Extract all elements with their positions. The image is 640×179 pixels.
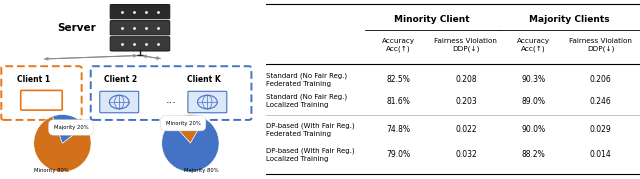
Text: 0.014: 0.014 — [590, 150, 612, 159]
Text: 89.0%: 89.0% — [522, 97, 545, 106]
Text: 0.032: 0.032 — [455, 150, 477, 159]
FancyBboxPatch shape — [1, 66, 82, 120]
Text: 0.246: 0.246 — [590, 97, 612, 106]
Text: Standard (No Fair Reg.)
Federated Training: Standard (No Fair Reg.) Federated Traini… — [266, 72, 347, 87]
Wedge shape — [172, 115, 205, 143]
Text: 74.8%: 74.8% — [387, 125, 410, 134]
Text: 90.3%: 90.3% — [521, 75, 545, 84]
Text: Server: Server — [57, 23, 96, 33]
Text: Minority 80%: Minority 80% — [34, 168, 68, 173]
Wedge shape — [52, 115, 85, 143]
Text: 0.022: 0.022 — [455, 125, 477, 134]
Text: Accuracy
Acc(↑): Accuracy Acc(↑) — [516, 38, 550, 52]
Text: Majority Clients: Majority Clients — [529, 15, 610, 24]
Text: 88.2%: 88.2% — [522, 150, 545, 159]
Text: DP-based (With Fair Reg.)
Localized Training: DP-based (With Fair Reg.) Localized Trai… — [266, 147, 354, 162]
FancyBboxPatch shape — [188, 91, 227, 113]
Text: DP-based (With Fair Reg.)
Federated Training: DP-based (With Fair Reg.) Federated Trai… — [266, 122, 354, 137]
Text: Minority 20%: Minority 20% — [166, 121, 200, 126]
Text: 0.203: 0.203 — [455, 97, 477, 106]
Wedge shape — [34, 116, 91, 172]
Text: Client 1: Client 1 — [17, 75, 50, 84]
Text: Majority 20%: Majority 20% — [54, 125, 88, 130]
Text: Fairness Violation
DDP(↓): Fairness Violation DDP(↓) — [569, 38, 632, 52]
FancyBboxPatch shape — [91, 66, 252, 120]
FancyBboxPatch shape — [110, 37, 170, 51]
Text: 81.6%: 81.6% — [387, 97, 410, 106]
Text: 0.206: 0.206 — [590, 75, 612, 84]
FancyBboxPatch shape — [110, 21, 170, 35]
Text: Minority Client: Minority Client — [394, 15, 470, 24]
Text: Standard (No Fair Reg.)
Localized Training: Standard (No Fair Reg.) Localized Traini… — [266, 94, 347, 108]
Text: Majority 80%: Majority 80% — [184, 168, 219, 173]
Text: Client K: Client K — [187, 75, 220, 84]
FancyBboxPatch shape — [20, 90, 62, 110]
Text: 79.0%: 79.0% — [387, 150, 411, 159]
Text: Fairness Violation
DDP(↓): Fairness Violation DDP(↓) — [435, 38, 497, 52]
Text: 90.0%: 90.0% — [521, 125, 545, 134]
Wedge shape — [162, 118, 219, 172]
Text: 82.5%: 82.5% — [387, 75, 410, 84]
Text: ...: ... — [166, 95, 177, 105]
Text: 0.208: 0.208 — [455, 75, 477, 84]
Text: Client 2: Client 2 — [104, 75, 137, 84]
Text: Accuracy
Acc(↑): Accuracy Acc(↑) — [382, 38, 415, 52]
FancyBboxPatch shape — [100, 91, 139, 113]
Text: 0.029: 0.029 — [590, 125, 612, 134]
FancyBboxPatch shape — [110, 4, 170, 19]
